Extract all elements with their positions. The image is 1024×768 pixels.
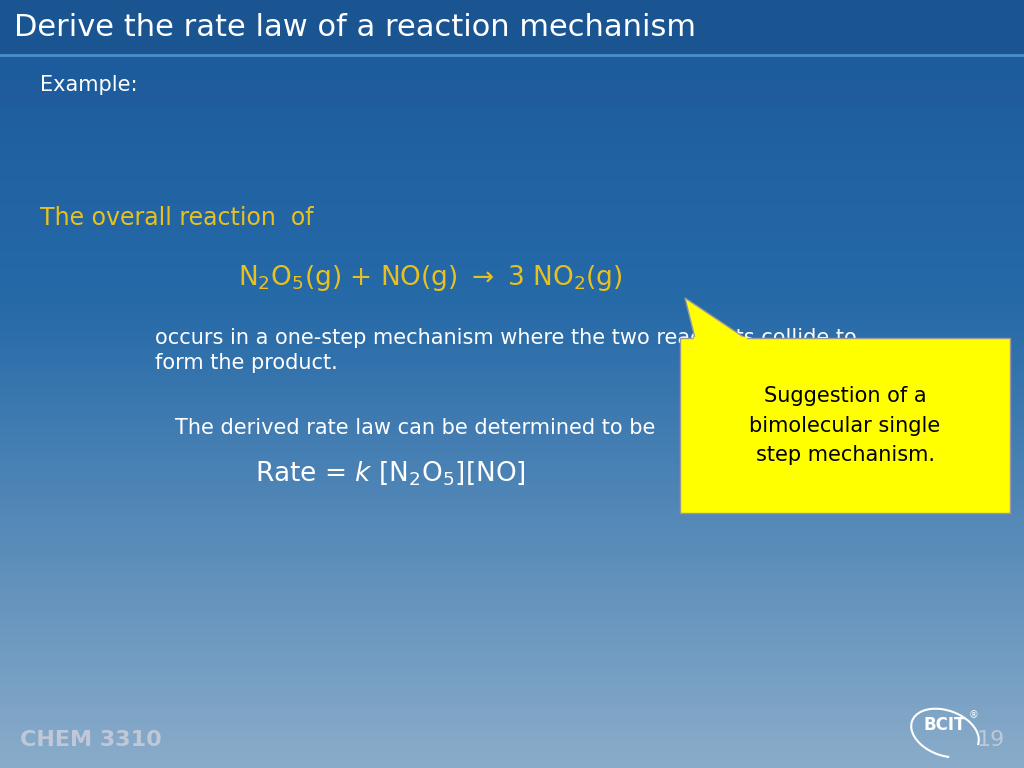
FancyBboxPatch shape [0, 65, 1024, 105]
Polygon shape [685, 298, 745, 338]
Text: Suggestion of a
bimolecular single
step mechanism.: Suggestion of a bimolecular single step … [750, 386, 941, 465]
Text: N$_2$O$_5$(g) + NO(g) $\rightarrow$ 3 NO$_2$(g): N$_2$O$_5$(g) + NO(g) $\rightarrow$ 3 NO… [238, 263, 623, 293]
FancyBboxPatch shape [680, 338, 1010, 513]
Text: Derive the rate law of a reaction mechanism: Derive the rate law of a reaction mechan… [14, 12, 696, 41]
Text: BCIT: BCIT [924, 716, 967, 734]
Text: 19: 19 [977, 730, 1005, 750]
Text: The overall reaction  of: The overall reaction of [40, 206, 313, 230]
Text: The derived rate law can be determined to be: The derived rate law can be determined t… [175, 418, 655, 438]
Text: Rate = $k$ [N$_2$O$_5$][NO]: Rate = $k$ [N$_2$O$_5$][NO] [255, 459, 525, 487]
Text: occurs in a one-step mechanism where the two reactants collide to: occurs in a one-step mechanism where the… [155, 328, 857, 348]
FancyBboxPatch shape [0, 0, 1024, 55]
Text: ®: ® [968, 710, 978, 720]
Text: CHEM 3310: CHEM 3310 [20, 730, 162, 750]
Text: form the product.: form the product. [155, 353, 338, 373]
Text: Example:: Example: [40, 75, 137, 95]
